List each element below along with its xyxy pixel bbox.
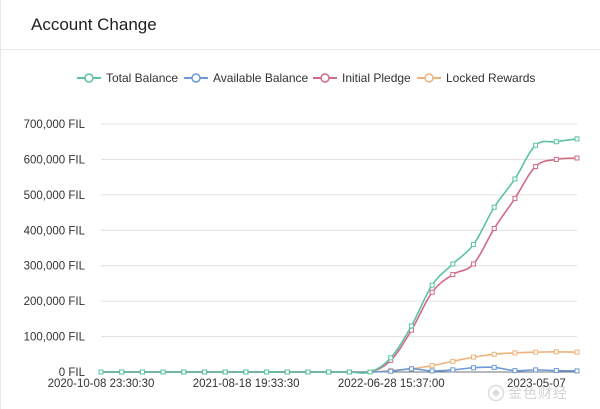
data-point [533, 349, 539, 355]
legend-label: Locked Rewards [446, 71, 536, 85]
watermark: 金色财经 [487, 382, 597, 404]
data-point [553, 156, 559, 162]
data-point [119, 369, 125, 375]
data-point [388, 355, 394, 361]
x-tick-label: 2022-06-28 15:37:00 [338, 378, 445, 390]
data-point [574, 349, 580, 355]
data-point [450, 358, 456, 364]
legend-item-total-balance[interactable]: Total Balance [77, 68, 178, 88]
data-point [429, 282, 435, 288]
data-point [491, 351, 497, 357]
data-point [450, 272, 456, 278]
chart-legend: Total Balance Available Balance Initial … [1, 68, 600, 88]
data-point [574, 155, 580, 161]
x-tick-label: 2021-08-18 19:33:30 [193, 378, 300, 390]
data-point [512, 176, 518, 182]
series-line-total-balance [101, 138, 578, 374]
data-point [533, 142, 539, 148]
data-point [408, 366, 414, 372]
legend-label: Initial Pledge [342, 71, 411, 85]
data-point [533, 367, 539, 373]
legend-item-locked-rewards[interactable]: Locked Rewards [417, 68, 535, 88]
data-point [326, 369, 332, 375]
data-point [181, 369, 187, 375]
data-point [139, 369, 145, 375]
data-point [471, 261, 477, 267]
data-point [305, 369, 311, 375]
y-tick-label: 600,000 FIL [24, 154, 86, 166]
data-point [450, 261, 456, 267]
watermark-logo-icon [487, 384, 505, 402]
data-point [429, 289, 435, 295]
watermark-text: 金色财经 [508, 385, 568, 401]
data-point [533, 164, 539, 170]
line-marker-icon [417, 73, 441, 83]
data-point [346, 369, 352, 375]
data-point [471, 365, 477, 371]
y-tick-label: 0 FIL [59, 367, 86, 379]
data-point [388, 368, 394, 374]
legend-label: Available Balance [213, 71, 309, 85]
data-point [243, 369, 249, 375]
data-point [574, 368, 580, 374]
data-point [408, 323, 414, 329]
data-point [553, 349, 559, 355]
data-point [512, 350, 518, 356]
data-point [160, 369, 166, 375]
data-point [450, 367, 456, 373]
data-point [429, 363, 435, 369]
data-point [367, 369, 373, 375]
y-tick-label: 300,000 FIL [24, 261, 86, 273]
data-point [512, 195, 518, 201]
y-tick-label: 200,000 FIL [24, 296, 86, 308]
card-header: Account Change [1, 0, 600, 50]
data-point [553, 368, 559, 374]
data-point [471, 241, 477, 247]
data-point [222, 369, 228, 375]
data-point [491, 204, 497, 210]
line-marker-icon [77, 73, 101, 83]
data-point [264, 369, 270, 375]
x-tick-label: 2020-10-08 23:30:30 [48, 378, 155, 390]
y-tick-label: 100,000 FIL [24, 332, 86, 344]
data-point [429, 368, 435, 374]
card-title: Account Change [31, 15, 157, 34]
data-point [553, 139, 559, 145]
data-point [512, 368, 518, 374]
x-tick-label: 2023-05-07 [507, 378, 566, 390]
data-point [284, 369, 290, 375]
data-point [98, 369, 104, 375]
data-point [471, 354, 477, 360]
y-tick-label: 500,000 FIL [24, 190, 86, 202]
legend-item-available-balance[interactable]: Available Balance [184, 68, 308, 88]
line-marker-icon [184, 73, 208, 83]
y-tick-label: 700,000 FIL [24, 119, 86, 131]
data-point [574, 136, 580, 142]
legend-item-initial-pledge[interactable]: Initial Pledge [313, 68, 411, 88]
data-point [201, 369, 207, 375]
legend-label: Total Balance [106, 71, 179, 85]
data-point [491, 364, 497, 370]
line-marker-icon [313, 73, 337, 83]
data-point [491, 226, 497, 232]
y-tick-label: 400,000 FIL [24, 225, 86, 237]
